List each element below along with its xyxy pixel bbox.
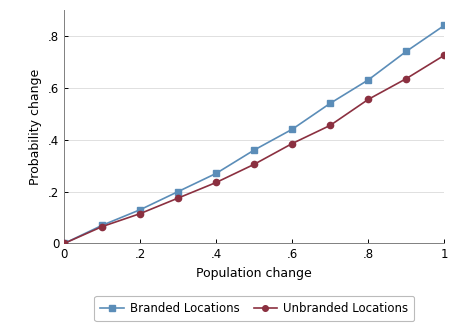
Unbranded Locations xyxy=(251,162,257,166)
Branded Locations xyxy=(137,208,143,212)
Branded Locations xyxy=(403,49,409,53)
Unbranded Locations xyxy=(99,225,105,229)
Branded Locations xyxy=(327,101,333,105)
Legend: Branded Locations, Unbranded Locations: Branded Locations, Unbranded Locations xyxy=(94,296,414,321)
Unbranded Locations xyxy=(327,123,333,127)
Branded Locations xyxy=(99,223,105,227)
Branded Locations xyxy=(289,127,295,131)
Unbranded Locations xyxy=(61,241,67,245)
Y-axis label: Probability change: Probability change xyxy=(29,68,43,185)
Branded Locations xyxy=(442,23,447,27)
Branded Locations xyxy=(61,241,67,245)
Unbranded Locations xyxy=(289,141,295,145)
Branded Locations xyxy=(175,190,181,193)
Line: Branded Locations: Branded Locations xyxy=(61,22,447,246)
Branded Locations xyxy=(365,78,371,82)
X-axis label: Population change: Population change xyxy=(196,267,312,280)
Unbranded Locations xyxy=(403,77,409,81)
Unbranded Locations xyxy=(175,196,181,200)
Branded Locations xyxy=(251,148,257,152)
Unbranded Locations xyxy=(442,53,447,57)
Line: Unbranded Locations: Unbranded Locations xyxy=(61,52,447,246)
Unbranded Locations xyxy=(137,212,143,215)
Branded Locations xyxy=(213,171,219,175)
Unbranded Locations xyxy=(213,181,219,185)
Unbranded Locations xyxy=(365,97,371,101)
